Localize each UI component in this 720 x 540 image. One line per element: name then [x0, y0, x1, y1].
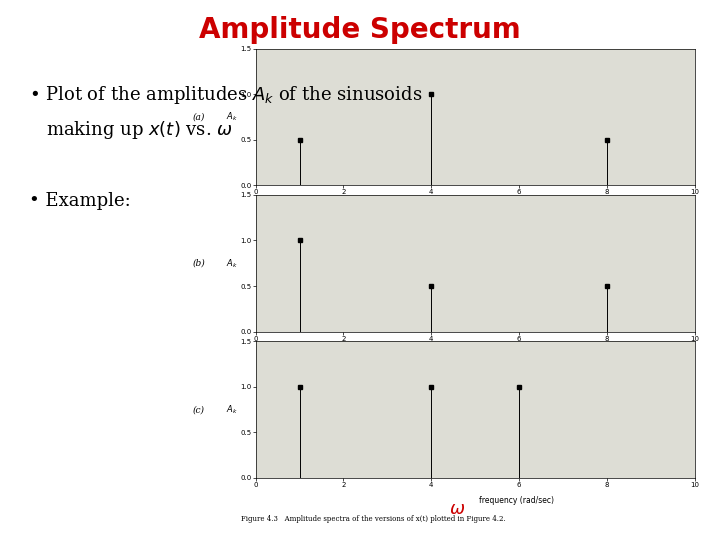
- Text: (c): (c): [192, 405, 204, 414]
- Text: • Plot of the amplitudes $A_k$ of the sinusoids: • Plot of the amplitudes $A_k$ of the si…: [29, 84, 422, 106]
- Text: $\omega$: $\omega$: [449, 500, 465, 517]
- Y-axis label: $A_k$: $A_k$: [226, 111, 238, 123]
- Text: Figure 4.3   Amplitude spectra of the versions of x(t) plotted in Figure 4.2.: Figure 4.3 Amplitude spectra of the vers…: [241, 515, 506, 523]
- X-axis label: frequency (rad/sec): frequency (rad/sec): [438, 345, 513, 354]
- Text: frequency (rad/sec): frequency (rad/sec): [479, 496, 554, 505]
- Text: making up $x(t)$ vs. $\omega$: making up $x(t)$ vs. $\omega$: [29, 119, 233, 141]
- Y-axis label: $A_k$: $A_k$: [226, 403, 238, 416]
- Y-axis label: $A_k$: $A_k$: [226, 257, 238, 269]
- X-axis label: Frequency (rad/sec): Frequency (rad/sec): [437, 198, 513, 207]
- Text: (b): (b): [192, 259, 205, 268]
- Text: (a): (a): [192, 112, 204, 122]
- Text: Amplitude Spectrum: Amplitude Spectrum: [199, 16, 521, 44]
- Text: • Example:: • Example:: [29, 192, 130, 210]
